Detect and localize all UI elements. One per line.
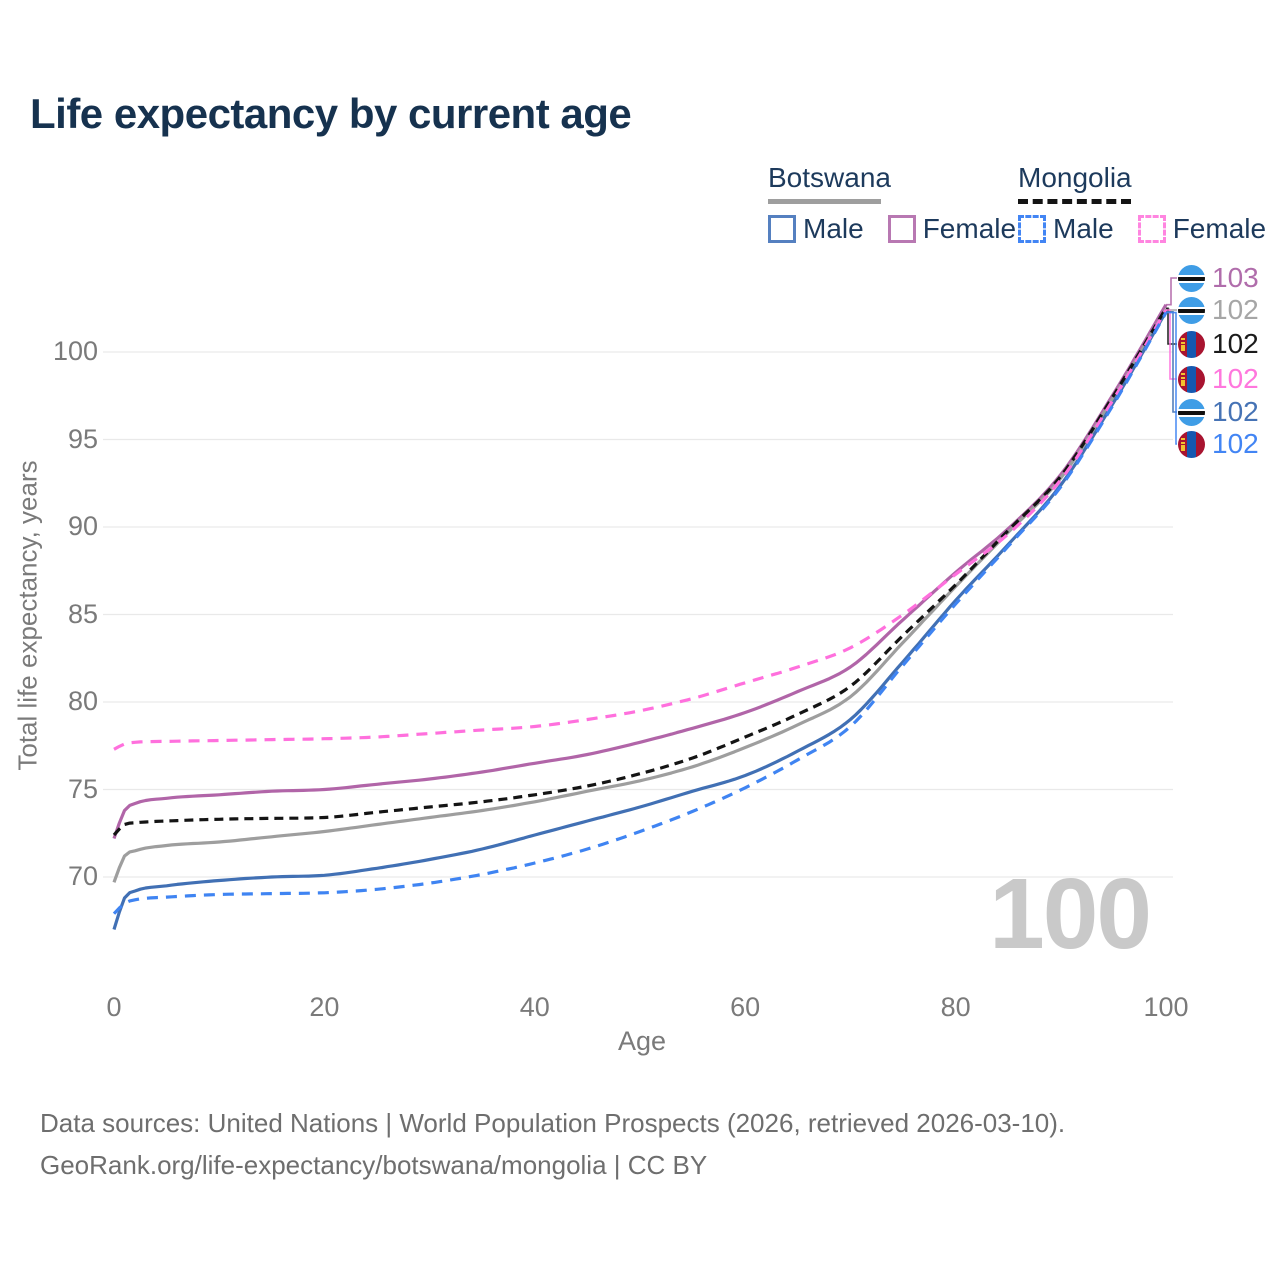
legend-group-botswana: Botswana Male Female [768,162,1016,245]
botswana-flag-icon [1178,264,1205,292]
legend-group-title: Mongolia [1018,162,1132,193]
end-label-value: 102 [1212,363,1259,394]
footer-source-line: Data sources: United Nations | World Pop… [40,1108,1066,1138]
legend-swatch-icon [768,215,796,243]
mongolia-flag-icon [1178,330,1205,358]
legend-underline-solid [768,199,881,204]
x-axis-title: Age [617,1026,667,1056]
leader-line [1166,311,1177,445]
end-label-value: 103 [1212,262,1259,293]
botswana-flag-icon [1178,296,1205,324]
leader-line [1166,311,1177,413]
x-tick-label: 100 [1143,992,1189,1022]
legend-underline-dashed [1018,199,1131,204]
curve-mongolia-male [112,311,1168,915]
legend-item-label: Male [1053,213,1114,244]
footer-license-line: GeoRank.org/life-expectancy/botswana/mon… [40,1150,708,1180]
legend-item-mongolia-male[interactable]: Male [1018,213,1114,245]
x-tick-label: 60 [730,992,761,1022]
x-tick-label: 0 [106,992,122,1022]
legend-item-botswana-female[interactable]: Female [887,213,1017,245]
curve-mongolia-female [113,309,1168,751]
legend-item-label: Female [1172,213,1267,244]
legend-group-title: Botswana [768,162,891,193]
end-label-value: 102 [1212,294,1259,325]
legend-swatch-icon [1137,215,1166,243]
x-tick-label: 80 [940,992,971,1022]
x-tick-label: 40 [519,992,550,1022]
page-title: Life expectancy by current age [30,90,632,137]
legend-group-mongolia: Mongolia Male Female [1018,162,1266,245]
y-tick-label: 80 [67,686,98,716]
legend-swatch-icon [887,215,916,243]
botswana-flag-icon [1178,398,1205,426]
leader-line [1166,277,1177,306]
curve-botswana-both-sexes [112,308,1168,883]
mongolia-flag-icon [1178,365,1205,393]
legend-item-mongolia-female[interactable]: Female [1137,213,1267,245]
y-tick-label: 75 [67,773,98,804]
mongolia-flag-icon [1178,430,1205,458]
legend-item-botswana-male[interactable]: Male [768,213,864,245]
y-tick-label: 70 [67,861,98,891]
curve-botswana-female [112,303,1168,840]
age-counter-watermark: 100 [989,858,1152,970]
legend-item-label: Female [922,213,1017,244]
y-tick-label: 100 [52,336,98,366]
x-tick-label: 20 [309,992,340,1022]
y-tick-label: 95 [67,423,98,454]
y-tick-label: 85 [67,598,98,629]
y-tick-label: 90 [67,511,98,541]
y-axis-title: Total life expectancy, years [12,460,43,771]
legend-swatch-icon [1018,215,1046,243]
legend-item-label: Male [803,213,864,244]
end-label-value: 102 [1212,328,1259,359]
curve-mongolia-both-sexes [112,307,1168,837]
end-label-value: 102 [1212,428,1259,459]
end-label-value: 102 [1212,396,1259,427]
